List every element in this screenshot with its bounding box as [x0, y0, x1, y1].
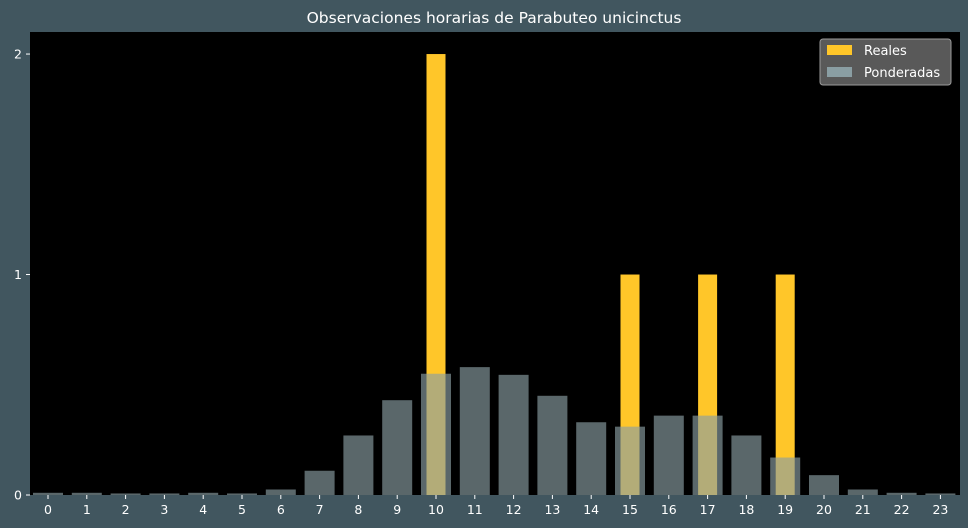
bar-ponderadas-1 [71, 492, 102, 495]
chart-title: Observaciones horarias de Parabuteo unic… [307, 9, 682, 27]
x-tick-label: 8 [354, 502, 362, 517]
x-tick-label: 16 [661, 502, 677, 517]
x-tick-label: 11 [467, 502, 483, 517]
bar-ponderadas-21 [847, 489, 878, 495]
x-tick-label: 13 [544, 502, 560, 517]
x-tick-label: 9 [393, 502, 401, 517]
x-tick-label: 19 [777, 502, 793, 517]
bar-reales-19 [775, 274, 795, 495]
bar-ponderadas-0 [33, 492, 63, 495]
x-tick-label: 14 [583, 502, 599, 517]
legend-label-reales: Reales [864, 44, 907, 59]
bar-ponderadas-10 [421, 373, 451, 495]
bar-ponderadas-17 [692, 415, 723, 495]
bar-ponderadas-11 [459, 367, 490, 495]
x-tick-label: 21 [855, 502, 871, 517]
bar-ponderadas-13 [537, 395, 568, 495]
y-tick-label: 2 [14, 47, 22, 62]
y-axis: 0 1 2 [14, 47, 30, 503]
x-tick-label: 10 [428, 502, 444, 517]
x-tick-label: 22 [894, 502, 910, 517]
x-axis: 0 1 2 3 4 5 6 7 8 9 10 11 12 13 14 15 16 17 18 19 20 21 22 23 [44, 495, 948, 517]
bar-ponderadas-23 [925, 493, 956, 495]
x-tick-label: 23 [932, 502, 948, 517]
bar-ponderadas-6 [265, 489, 296, 495]
x-tick-label: 4 [199, 502, 207, 517]
x-tick-label: 18 [738, 502, 754, 517]
bar-ponderadas-4 [188, 492, 219, 495]
x-tick-label: 15 [622, 502, 638, 517]
y-tick-label: 0 [14, 488, 22, 503]
legend-swatch-ponderadas [827, 67, 852, 77]
x-tick-label: 17 [700, 502, 716, 517]
x-tick-label: 12 [506, 502, 522, 517]
bar-ponderadas-16 [653, 415, 684, 495]
bar-ponderadas-5 [227, 493, 257, 495]
bar-ponderadas-3 [149, 493, 180, 495]
x-tick-label: 3 [160, 502, 168, 517]
bar-ponderadas-9 [382, 400, 413, 495]
x-tick-label: 6 [277, 502, 285, 517]
bar-ponderadas-8 [343, 435, 374, 495]
x-tick-label: 5 [238, 502, 246, 517]
legend: Reales Ponderadas [819, 38, 952, 86]
legend-swatch-reales [827, 45, 852, 55]
x-tick-label: 2 [122, 502, 130, 517]
plot-area [30, 32, 960, 495]
y-tick-label: 1 [14, 267, 22, 282]
x-tick-label: 0 [44, 502, 52, 517]
bar-series [33, 54, 956, 496]
bar-ponderadas-18 [731, 435, 762, 495]
x-tick-label: 7 [316, 502, 324, 517]
legend-box [819, 38, 952, 86]
x-tick-label: 20 [816, 502, 832, 517]
bar-ponderadas-19 [770, 457, 801, 495]
bar-ponderadas-20 [809, 475, 839, 495]
legend-label-ponderadas: Ponderadas [864, 66, 940, 81]
bar-ponderadas-2 [110, 493, 141, 495]
bar-ponderadas-7 [304, 470, 335, 495]
bar-ponderadas-15 [615, 426, 645, 495]
bar-ponderadas-22 [886, 492, 917, 495]
bar-ponderadas-12 [498, 374, 529, 495]
x-tick-label: 1 [83, 502, 91, 517]
bar-ponderadas-14 [576, 422, 607, 495]
